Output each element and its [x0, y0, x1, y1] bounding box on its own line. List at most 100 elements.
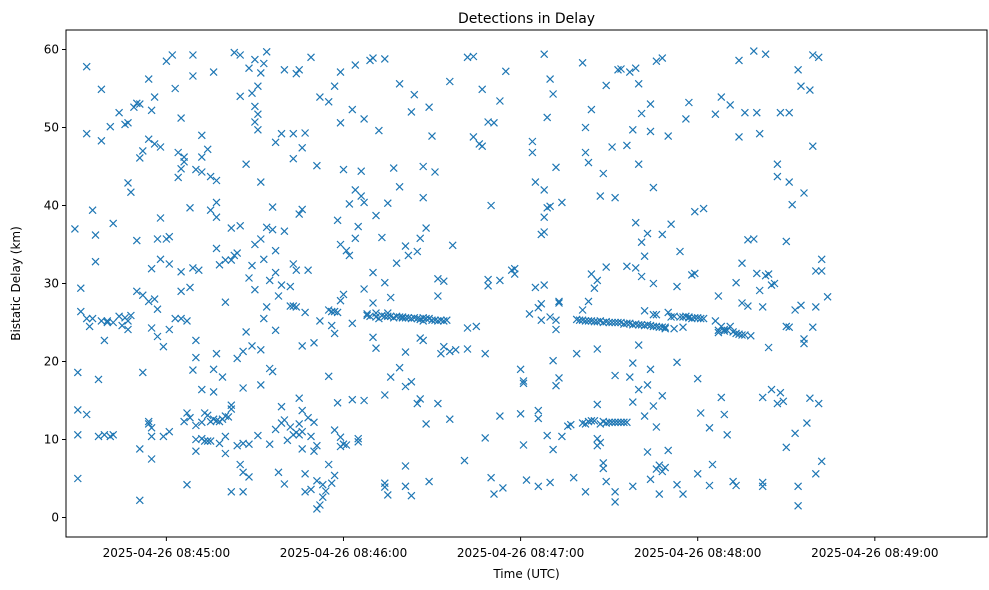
data-point: [720, 325, 729, 334]
data-point: [144, 297, 153, 306]
data-point: [124, 118, 132, 127]
data-point: [336, 240, 345, 249]
data-point: [369, 268, 377, 277]
data-point: [611, 418, 620, 427]
data-point: [292, 69, 301, 78]
data-point: [605, 418, 614, 427]
data-point: [587, 105, 596, 114]
data-point: [253, 82, 262, 91]
data-point: [593, 345, 602, 353]
data-point: [274, 292, 283, 300]
data-point: [256, 68, 265, 77]
data-point: [327, 321, 336, 330]
data-point: [407, 491, 416, 500]
data-point: [132, 287, 141, 296]
data-point: [546, 75, 555, 84]
data-point: [277, 281, 286, 290]
data-point: [221, 298, 230, 307]
data-point: [481, 433, 490, 442]
data-point: [212, 416, 221, 425]
data-point: [448, 241, 457, 250]
data-point: [395, 79, 404, 88]
data-point: [463, 324, 472, 332]
data-point: [321, 487, 330, 495]
data-point: [212, 349, 221, 358]
data-point: [374, 126, 383, 135]
data-point: [608, 318, 617, 327]
data-point: [262, 302, 271, 311]
data-point: [614, 65, 622, 74]
data-point: [569, 473, 578, 482]
data-point: [194, 266, 203, 275]
data-point: [103, 316, 112, 325]
data-point: [407, 377, 416, 386]
data-point: [593, 400, 602, 409]
data-point: [764, 270, 773, 279]
data-point: [144, 417, 153, 426]
data-point: [714, 328, 723, 337]
data-point: [593, 434, 602, 443]
data-point: [487, 473, 496, 482]
x-tick-label: 2025-04-26 08:46:00: [280, 546, 407, 560]
data-point: [351, 61, 360, 70]
data-point: [658, 467, 667, 476]
data-point: [248, 261, 256, 270]
data-point: [109, 318, 118, 327]
data-point: [525, 309, 534, 318]
data-point: [552, 316, 560, 325]
data-point: [714, 292, 723, 300]
data-point: [330, 307, 339, 316]
data-point: [280, 65, 289, 74]
data-point: [555, 297, 563, 306]
data-point: [191, 447, 200, 456]
y-tick-label: 10: [44, 433, 59, 447]
data-point: [333, 398, 342, 407]
data-point: [439, 277, 448, 286]
data-point: [188, 366, 197, 375]
data-point: [699, 204, 708, 213]
data-point: [197, 418, 206, 427]
data-point: [230, 48, 239, 57]
data-point: [472, 322, 481, 331]
data-point: [614, 318, 622, 327]
data-point: [628, 398, 637, 407]
data-point: [602, 263, 611, 272]
data-point: [643, 320, 652, 329]
data-point: [805, 394, 814, 403]
data-point: [144, 135, 153, 144]
data-point: [268, 367, 277, 376]
data-point: [239, 384, 248, 392]
data-point: [428, 132, 436, 141]
data-point: [478, 142, 487, 151]
data-point: [165, 232, 174, 241]
data-point: [318, 493, 327, 502]
data-point: [295, 419, 304, 428]
data-point: [516, 365, 525, 374]
data-point: [132, 236, 141, 245]
data-point: [156, 255, 165, 264]
data-point: [634, 341, 643, 350]
data-point: [135, 100, 144, 109]
data-point: [646, 100, 655, 109]
data-point: [407, 107, 416, 116]
data-point: [259, 255, 268, 264]
data-point: [802, 419, 811, 428]
data-point: [667, 220, 676, 229]
data-point: [274, 468, 283, 477]
data-point: [746, 331, 755, 340]
data-point: [236, 92, 245, 101]
data-point: [250, 102, 259, 111]
data-point: [357, 167, 366, 176]
data-point: [239, 468, 248, 477]
data-point: [330, 82, 339, 91]
data-point: [484, 281, 493, 290]
data-point: [147, 264, 156, 273]
data-point: [416, 394, 425, 403]
data-point: [693, 469, 702, 478]
data-point: [333, 216, 342, 225]
data-point: [280, 227, 289, 236]
data-point: [673, 282, 681, 291]
data-point: [124, 325, 132, 334]
data-point: [528, 148, 537, 157]
data-point: [215, 260, 224, 269]
